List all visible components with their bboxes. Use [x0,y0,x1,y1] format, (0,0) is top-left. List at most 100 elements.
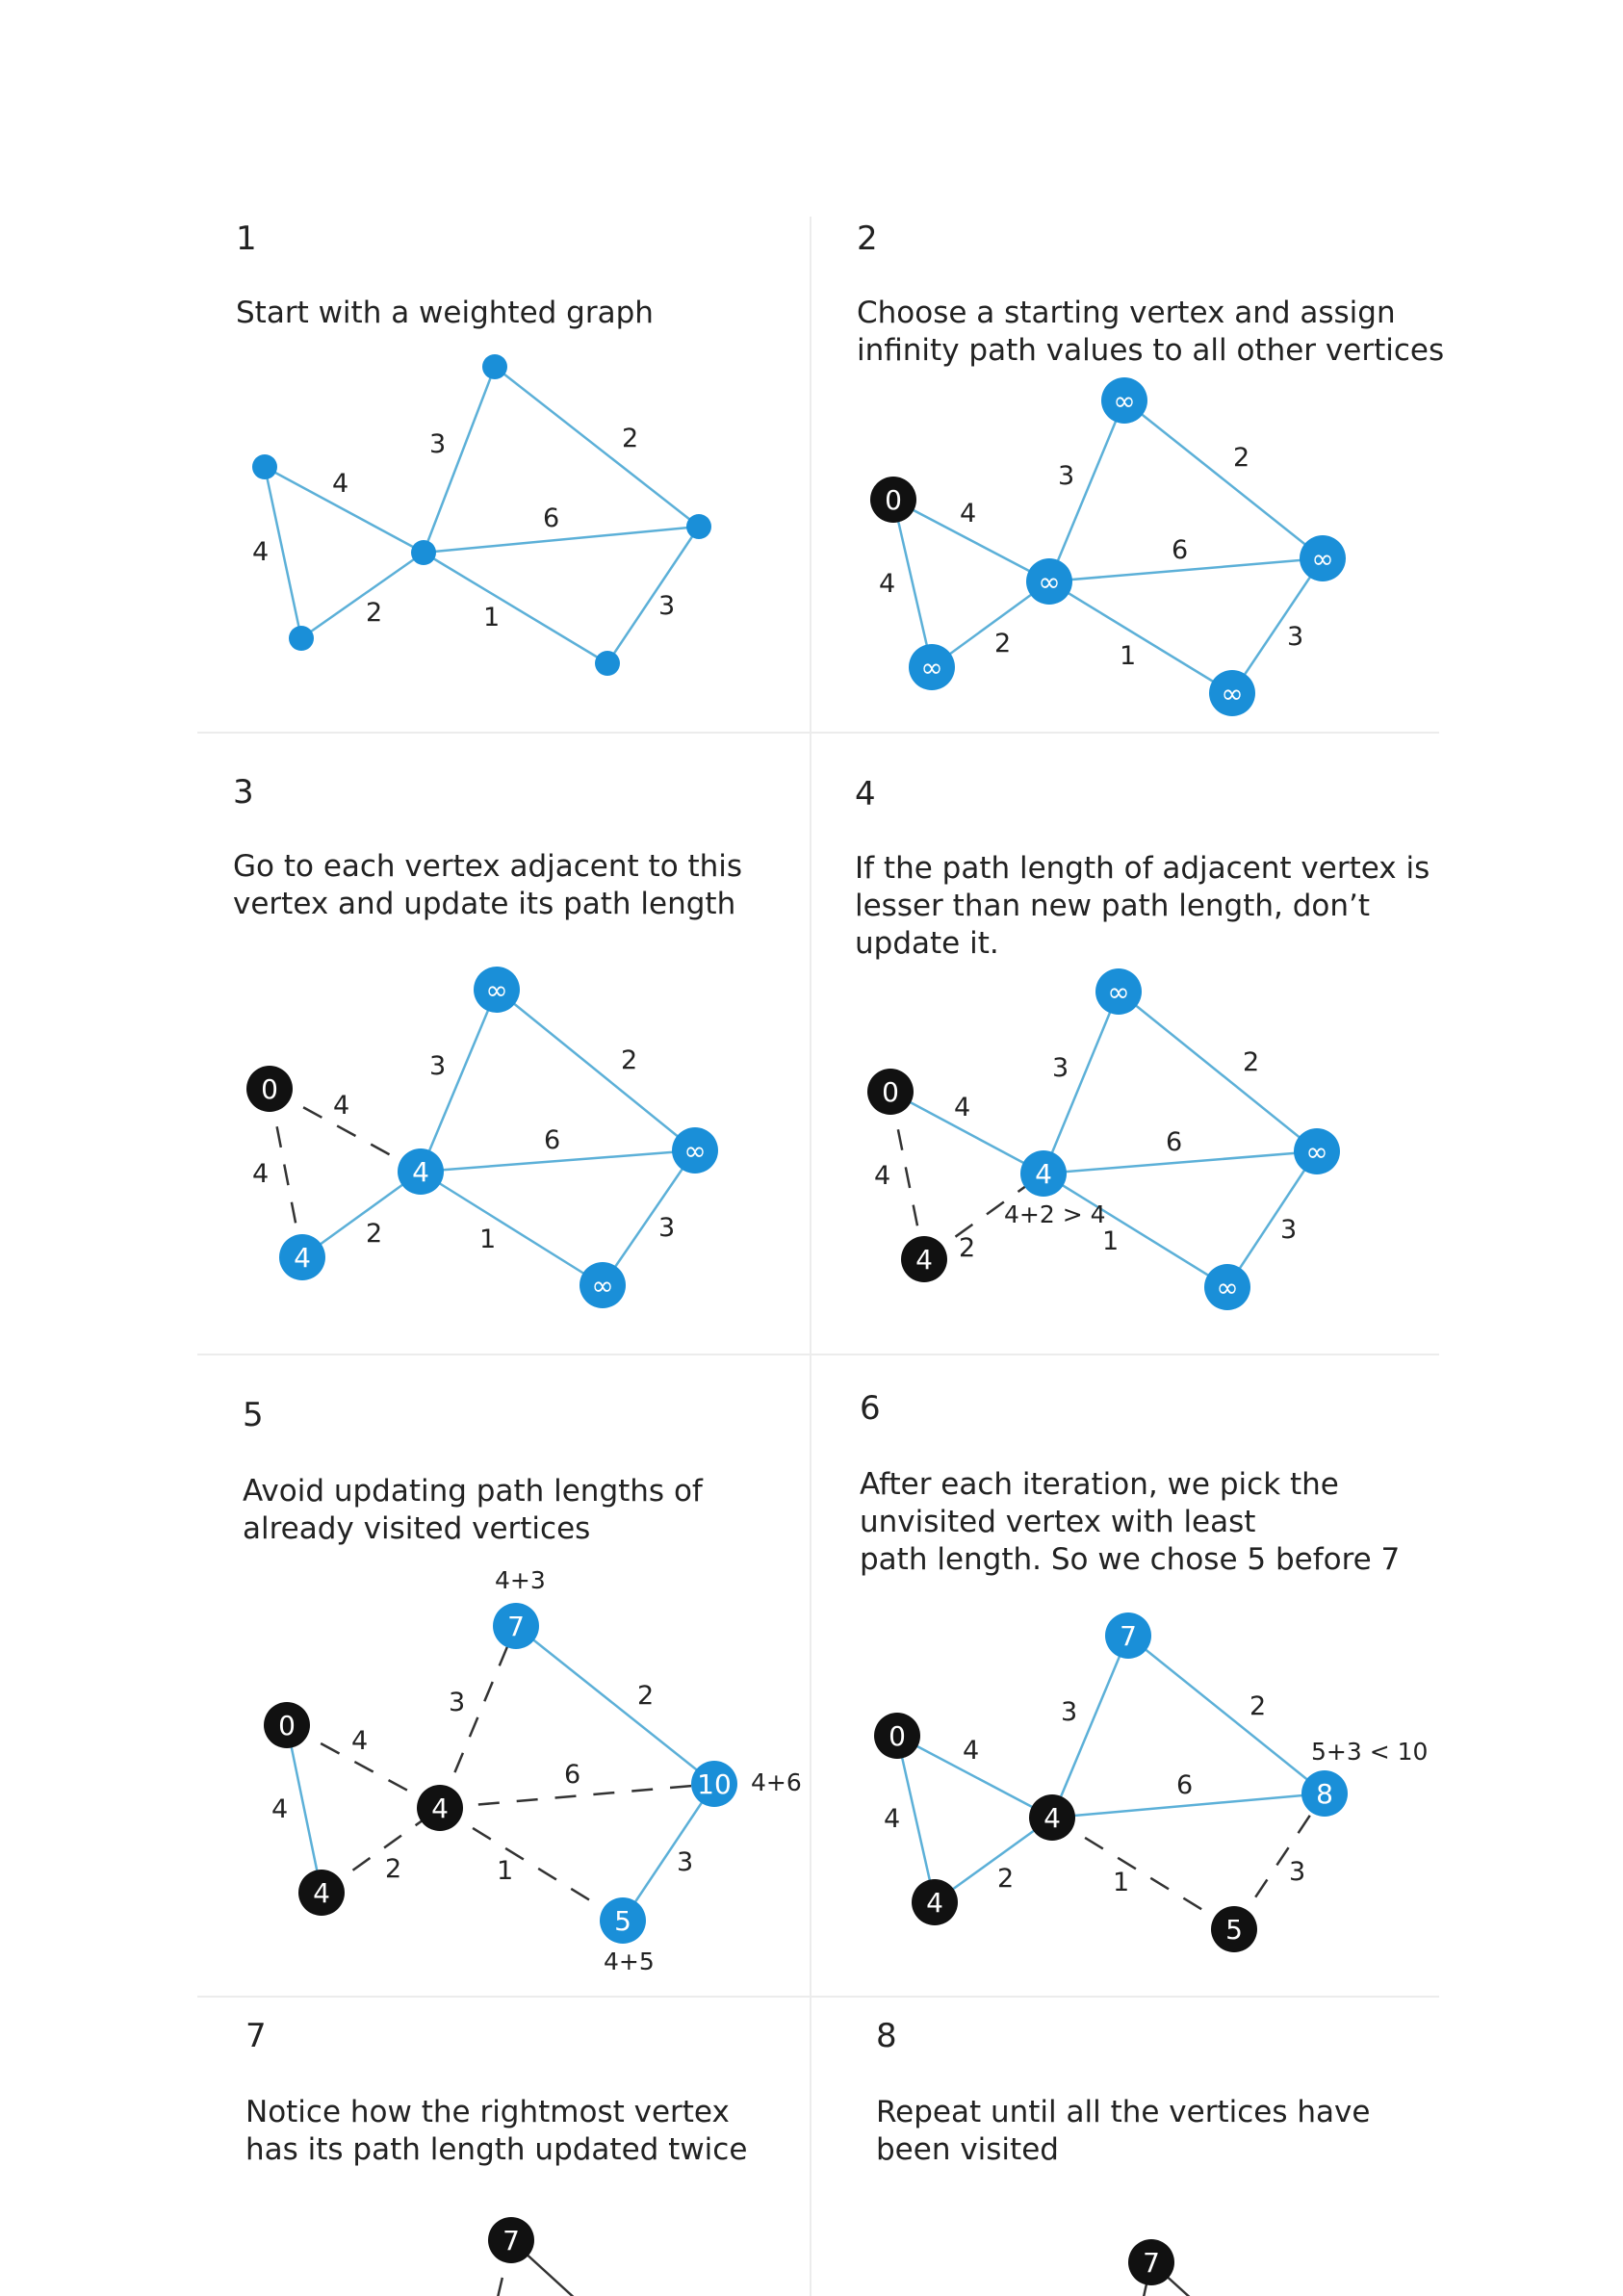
comparison-note: 4+2 > 4 [1004,1200,1106,1228]
vertex [289,626,314,651]
edge [892,498,1050,583]
edge [1047,400,1126,582]
weight-label: 1 [497,1856,513,1886]
edge [285,1724,323,1894]
edge [496,989,696,1151]
weight-label: 2 [366,598,382,628]
vertex [488,2217,534,2263]
path-sum-note: 4+6 [751,1768,802,1796]
step-number-8: 8 [876,2017,897,2055]
weight-label: 4 [351,1726,368,1756]
edge [1232,1793,1327,1930]
edge [439,1806,624,1922]
weight-label: 3 [1280,1215,1297,1245]
vertex-label: ∞ [485,974,507,1006]
weight-label: 4 [252,1159,269,1189]
weight-label: 3 [1289,1857,1305,1887]
weight-label: 3 [429,429,446,459]
weight-label: 2 [1233,443,1249,473]
weight-label: 4 [874,1161,890,1191]
vertex-label: 4 [294,1242,311,1274]
vertex [1095,968,1142,1015]
vertex-label: ∞ [1221,678,1243,709]
vertex [1026,558,1072,605]
comparison-note: 5+3 < 10 [1311,1738,1428,1766]
edge [423,525,700,555]
step-caption-5: Avoid updating path lengths of already v… [243,1474,703,1546]
step-number-5: 5 [243,1396,264,1434]
edge [264,465,425,555]
graph-1: 4 4 2 3 2 6 1 3 [252,354,711,676]
weight-label: 4 [963,1736,979,1766]
vertex [1020,1150,1067,1197]
vertex-label: ∞ [1038,566,1060,598]
weight-label: 6 [543,503,559,533]
step-caption-8: Repeat until all the vertices have been … [876,2095,1371,2167]
edge [1051,1792,1326,1819]
vertex [870,477,916,523]
vertex [867,1069,914,1115]
edge [301,1170,422,1259]
weight-label: 4 [954,1093,970,1122]
vertex [691,1761,737,1807]
vertex [909,644,955,690]
graph-7: 7 [488,2217,575,2296]
edge [1042,991,1121,1174]
weight-label: 3 [449,1688,465,1717]
weight-label: 2 [385,1854,401,1884]
edge [605,526,701,664]
edge [263,466,303,639]
step-caption-6: After each iteration, we pick the unvisi… [860,1467,1401,1577]
weight-label: 6 [564,1760,580,1790]
edge [420,1148,696,1174]
vertex [298,1870,345,1916]
weight-label: 1 [1102,1226,1119,1256]
graph-5: 4 4 2 3 2 6 1 3 4+3 4+6 4+5 0 7 4 4 10 5 [264,1566,802,1975]
edge [889,1090,1044,1175]
weight-label: 6 [1172,535,1188,565]
weight-label: 4 [332,469,348,499]
vertex-label: 4 [1035,1158,1052,1190]
graph-8: 7 [1128,2239,1191,2296]
vertex-label: 4 [431,1793,449,1824]
edge [1043,1149,1318,1175]
edge [300,551,425,640]
weight-label: 3 [1058,461,1074,491]
vertex-label: 4 [412,1156,429,1188]
step-caption-1: Start with a weighted graph [236,296,654,330]
step-caption-3: Go to each vertex adjacent to this verte… [233,849,743,921]
edge [1118,991,1318,1152]
vertex-label: 4 [915,1244,933,1276]
step-caption-2: Choose a starting vertex and assign infi… [857,296,1445,368]
edge [422,366,497,554]
path-sum-note: 4+5 [604,1948,655,1975]
weight-label: 3 [1052,1053,1069,1083]
vertex [1105,1612,1151,1659]
vertex-label: 0 [882,1076,899,1108]
weight-label: 4 [252,537,269,567]
vertex [246,1066,293,1112]
vertex-label: 4 [313,1877,330,1909]
edge [268,1088,304,1258]
edge [269,1087,422,1174]
edge [439,1782,715,1810]
vertex-label: ∞ [1311,543,1333,575]
row-divider-2 [197,1354,1439,1355]
vertex-label: 10 [697,1768,732,1800]
edge [423,551,608,665]
weight-label: 1 [1120,641,1136,671]
step-number-3: 3 [233,773,254,812]
vertex-label: 0 [885,484,902,516]
edge [923,1172,1044,1261]
vertex-label: ∞ [683,1135,706,1167]
edge [419,989,499,1173]
edge [1230,557,1325,694]
vertex [482,354,507,379]
vertex-label: ∞ [1305,1136,1327,1168]
weight-label: 4 [333,1091,349,1121]
weight-label: 2 [637,1681,654,1711]
vertex-label: ∞ [591,1270,613,1302]
vertex [1204,1264,1250,1310]
weight-label: 6 [544,1125,560,1155]
